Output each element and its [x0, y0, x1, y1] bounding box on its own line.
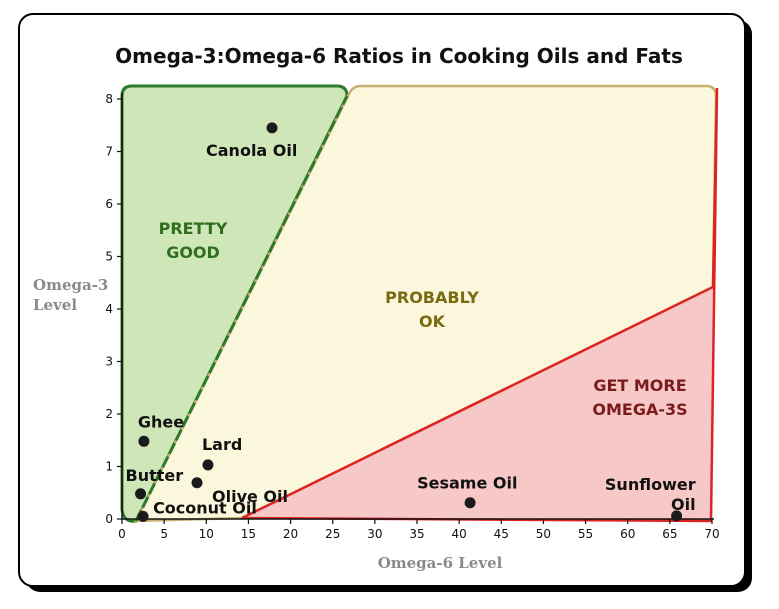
y-tick-label: 4	[105, 302, 113, 316]
data-point	[191, 477, 203, 489]
data-point-label: Sunflower Oil	[605, 475, 696, 514]
region-label-0: PRETTY GOOD	[159, 219, 228, 262]
region-label-1: PROBABLY OK	[385, 288, 479, 331]
data-point	[138, 435, 150, 447]
x-tick-label: 20	[283, 527, 298, 541]
x-tick-label: 35	[409, 527, 424, 541]
data-point-label: Coconut Oil	[153, 498, 257, 517]
data-point-label: Olive Oil	[212, 487, 288, 506]
x-tick-label: 0	[118, 527, 126, 541]
y-axis-label: Omega-3 Level	[33, 276, 108, 314]
data-point	[464, 497, 476, 509]
y-ticks: 0 1 2 3 4 5 6 7 8	[105, 92, 122, 526]
data-point-label: Lard	[202, 435, 242, 454]
data-point	[137, 510, 149, 522]
y-tick-label: 8	[105, 92, 113, 106]
data-point	[671, 510, 683, 522]
y-tick-label: 7	[105, 145, 113, 159]
plot-area: PRETTY GOOD PROBABLY OK GET MORE OMEGA-3S 0 5 1…	[105, 84, 720, 541]
x-ticks: 0 5 10 15 20 25 30 35 40 45 50 55 60 65 70	[118, 519, 720, 541]
data-point-label: Sesame Oil	[417, 474, 517, 493]
x-tick-label: 15	[241, 527, 256, 541]
x-tick-label: 70	[704, 527, 719, 541]
x-tick-label: 60	[620, 527, 635, 541]
x-tick-label: 10	[199, 527, 214, 541]
x-tick-label: 5	[160, 527, 168, 541]
x-tick-label: 55	[578, 527, 593, 541]
data-point-label: Canola Oil	[206, 141, 297, 160]
chart-title: Omega-3:Omega-6 Ratios in Cooking Oils a…	[115, 44, 683, 68]
x-tick-label: 50	[536, 527, 551, 541]
x-tick-label: 25	[325, 527, 340, 541]
y-tick-label: 6	[105, 197, 113, 211]
data-point	[266, 122, 278, 134]
good-boundary-line	[134, 95, 349, 522]
y-tick-label: 2	[105, 407, 113, 421]
x-tick-label: 30	[367, 527, 382, 541]
region-get-more-omega3	[241, 87, 719, 523]
data-point	[202, 459, 214, 471]
y-tick-label: 5	[105, 250, 113, 264]
x-axis-label: Omega-6 Level	[378, 554, 503, 572]
y-tick-label: 0	[105, 512, 113, 526]
data-points: Canola Oil Ghee Lard Butter Olive OilCoconut…	[126, 122, 696, 522]
data-point-label: Ghee	[138, 412, 184, 431]
data-point	[135, 488, 147, 500]
y-tick-label: 1	[105, 460, 113, 474]
region-labels: PRETTY GOOD PROBABLY OK GET MORE OMEGA-3S	[134, 95, 688, 522]
x-tick-label: 40	[452, 527, 467, 541]
region-label-2: GET MORE OMEGA-3S	[592, 376, 687, 419]
data-point-label: Butter	[126, 466, 184, 485]
y-tick-label: 3	[105, 355, 113, 369]
x-tick-label: 65	[662, 527, 677, 541]
x-tick-label: 45	[494, 527, 509, 541]
